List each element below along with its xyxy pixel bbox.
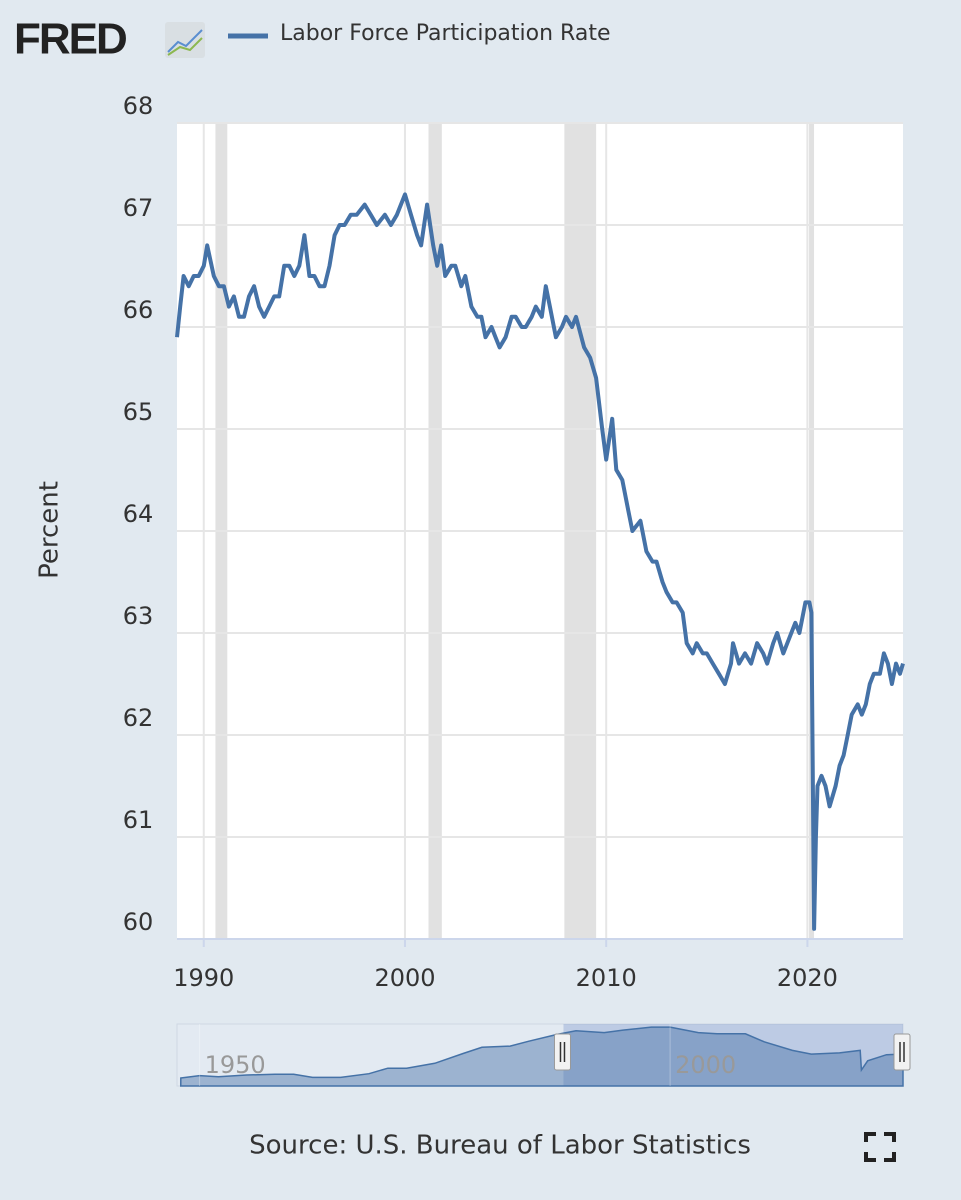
y-tick-label: 65 [123,398,154,426]
logo: FRED [14,15,126,64]
y-tick-label: 61 [123,806,154,834]
y-tick-label: 67 [123,194,154,222]
x-tick-label: 1990 [173,964,234,992]
y-tick-label: 62 [123,704,154,732]
series-line [175,192,905,931]
y-axis-label: Percent [35,481,65,579]
x-tick-label: 2010 [576,964,637,992]
x-tick-label: 2000 [374,964,435,992]
y-tick-label: 68 [123,92,154,120]
x-tick-label: 2020 [777,964,838,992]
navigator-handle[interactable] [553,1033,571,1071]
y-tick-label: 60 [123,908,154,936]
legend-label: Labor Force Participation Rate [280,21,611,46]
navigator-tick-label: 1950 [205,1051,266,1079]
y-tick-label: 64 [123,500,154,528]
y-tick-label: 63 [123,602,154,630]
source: Source: U.S. Bureau of Labor Statistics [249,1131,751,1161]
navigator-tick-label: 2000 [675,1051,736,1079]
navigator-area [180,1026,904,1087]
fullscreen-icon[interactable] [864,1132,896,1162]
navigator-handle[interactable] [893,1033,911,1071]
y-tick-label: 66 [123,296,154,324]
logo-icon [165,22,205,58]
